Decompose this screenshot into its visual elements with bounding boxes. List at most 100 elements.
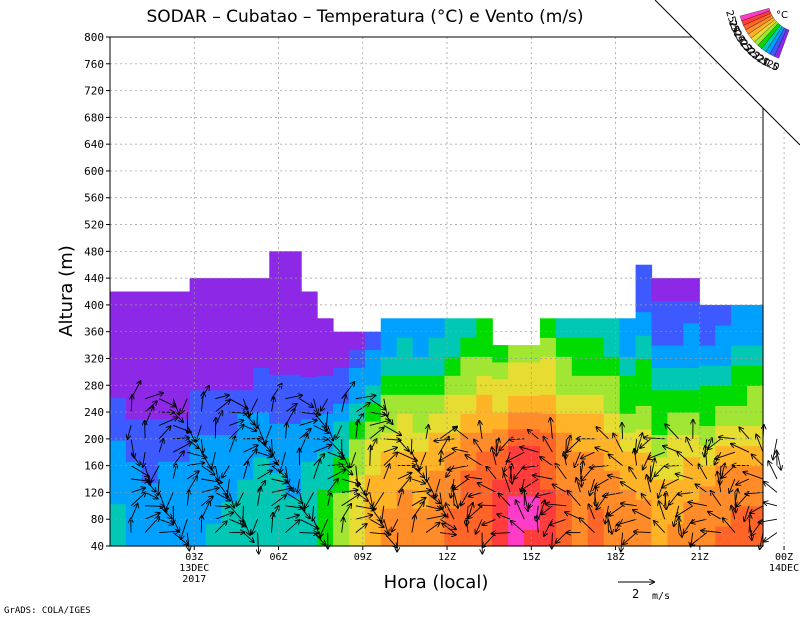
temp-cell [571, 413, 589, 433]
wind-arrow [271, 384, 282, 399]
temp-cell [189, 523, 207, 547]
wind-arrow [313, 459, 321, 480]
temp-cell [428, 470, 446, 490]
temp-cell [317, 489, 334, 509]
temp-cell [635, 428, 653, 453]
wind-arrow [181, 398, 188, 414]
wind-arrow [507, 451, 525, 461]
temp-cell [205, 389, 223, 413]
temp-cell [619, 413, 637, 433]
y-tick-label: 240 [84, 406, 104, 419]
wind-arrow [454, 478, 469, 490]
temp-cell [603, 356, 621, 376]
wind-arrow [229, 425, 243, 440]
wind-arrow [743, 472, 764, 480]
temp-cell [364, 349, 382, 368]
temp-cell [587, 527, 605, 547]
temp-cell [332, 492, 350, 511]
temp-cell [396, 508, 414, 528]
wind-arrow [341, 382, 355, 399]
wind-arrow [201, 496, 213, 507]
wind-arrow [341, 395, 346, 413]
wind-arrow [286, 465, 289, 484]
colorbar-unit: °C [776, 10, 788, 21]
wind-arrow [603, 491, 623, 496]
temp-cell [269, 472, 286, 498]
wind-arrow [214, 411, 222, 426]
wind-arrow [528, 430, 539, 440]
wind-arrow [636, 433, 643, 453]
temp-cell [285, 374, 302, 400]
wind-arrow [696, 484, 708, 493]
wind-arrow [130, 488, 145, 493]
temp-cell [667, 300, 684, 324]
temp-cell [428, 489, 446, 509]
wind-arrow [215, 395, 229, 400]
wind-arrow [411, 502, 424, 520]
temp-cell [396, 337, 414, 357]
wind-arrow [665, 424, 680, 440]
y-tick-label: 600 [84, 165, 104, 178]
temp-cell [476, 318, 493, 338]
wind-arrow [243, 505, 244, 526]
temp-cell [189, 300, 207, 324]
temp-cell [380, 394, 398, 414]
wind-arrow [144, 513, 160, 520]
temp-cell [540, 337, 557, 357]
temp-cell [683, 479, 700, 502]
wind-arrow [595, 492, 597, 506]
temp-cell [476, 394, 493, 414]
temp-cell [619, 394, 637, 414]
temp-cell [396, 356, 414, 376]
temp-cell [157, 482, 175, 505]
temp-cell [173, 376, 191, 399]
wind-arrow [257, 451, 272, 457]
temp-cell [587, 508, 605, 528]
temp-cell [619, 451, 637, 471]
wind-arrow [468, 505, 483, 519]
wind-arrow [355, 414, 363, 426]
wind-arrow [366, 478, 371, 496]
temp-cell [189, 501, 207, 525]
temp-cell [524, 479, 541, 497]
wind-arrow [676, 474, 693, 480]
temp-cell [715, 365, 732, 386]
temp-cell [571, 527, 589, 547]
wind-arrow [172, 398, 179, 415]
x-tick-sublabel: 2017 [182, 574, 206, 585]
wind-arrow [342, 518, 344, 533]
wind-arrow [305, 492, 314, 508]
temp-cell [396, 413, 414, 433]
y-tick-label: 800 [84, 31, 104, 44]
temp-cell [253, 345, 270, 368]
temp-cell [715, 385, 732, 406]
wind-arrow [158, 426, 170, 440]
temp-cell [508, 428, 525, 447]
temp-cell [524, 412, 541, 430]
temp-cell [317, 470, 334, 490]
temp-cell [110, 376, 127, 399]
temp-cell [285, 447, 302, 473]
temp-cell [476, 413, 493, 433]
temp-cell [651, 300, 669, 324]
wind-arrow [440, 492, 443, 509]
wind-arrow [383, 425, 401, 435]
temp-cell [540, 318, 557, 338]
temp-cell [396, 451, 414, 471]
wind-arrow [633, 510, 651, 520]
x-tick-label: 06Z [269, 552, 287, 563]
temp-cell [348, 331, 366, 351]
temp-cell [380, 356, 398, 376]
wind-arrow [243, 450, 256, 466]
temp-cell [332, 367, 350, 386]
wind-arrow [499, 494, 511, 507]
temp-cell [380, 337, 398, 357]
wind-arrow [383, 464, 390, 480]
temp-cell [587, 394, 605, 414]
temp-cell [524, 345, 541, 363]
temp-cell [460, 337, 477, 357]
temp-cell [603, 527, 621, 547]
temp-cell [540, 375, 557, 395]
temp-cell [301, 482, 318, 505]
